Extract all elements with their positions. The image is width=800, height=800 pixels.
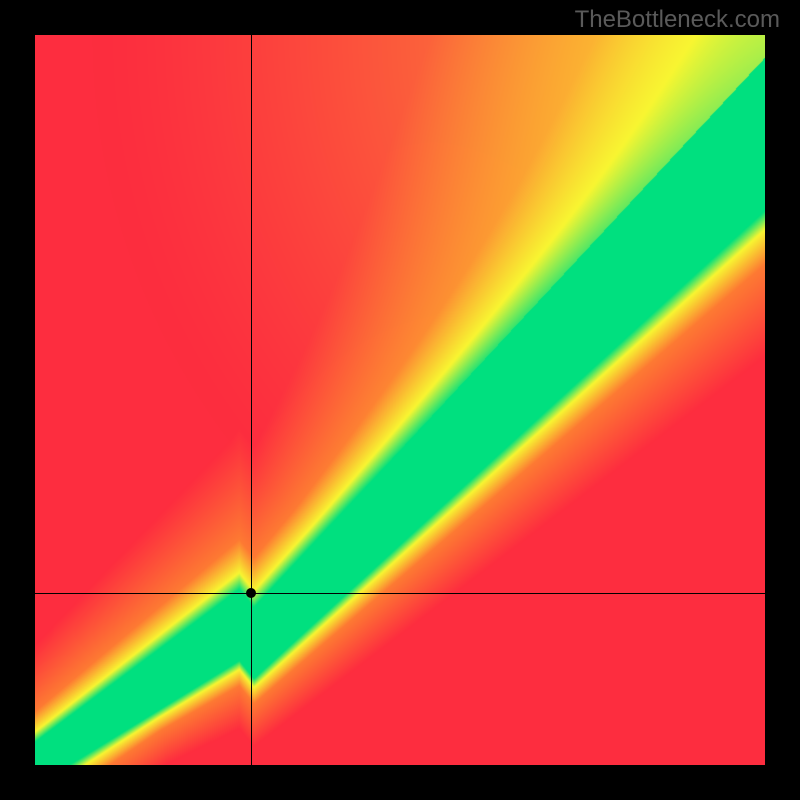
crosshair-horizontal: [35, 593, 765, 594]
chart-container: TheBottleneck.com: [0, 0, 800, 800]
crosshair-vertical: [251, 35, 252, 765]
watermark-text: TheBottleneck.com: [575, 6, 780, 34]
heatmap-canvas: [35, 35, 765, 765]
crosshair-marker-dot: [246, 588, 256, 598]
plot-frame: [35, 35, 765, 765]
